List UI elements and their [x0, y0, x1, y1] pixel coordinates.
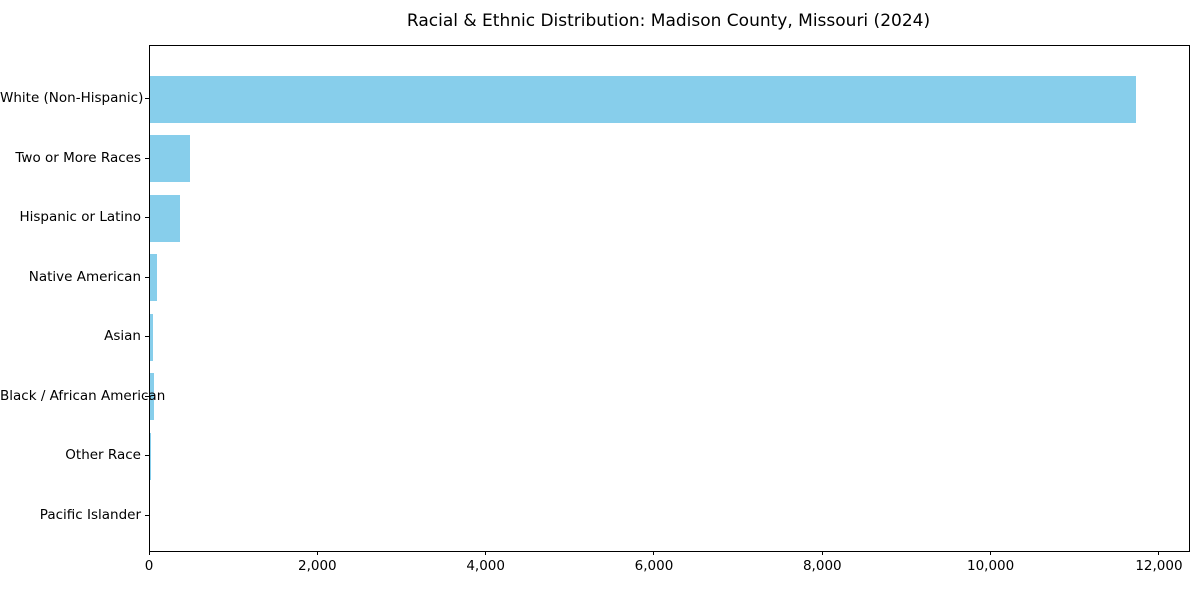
- chart-title: Racial & Ethnic Distribution: Madison Co…: [406, 11, 931, 31]
- x-tick-label: 0: [144, 558, 154, 574]
- y-tick-label: Asian: [104, 328, 141, 344]
- y-tick-mark: [145, 395, 149, 397]
- x-tick-label: 6,000: [634, 558, 674, 574]
- y-tick-mark: [145, 455, 149, 456]
- bar: [150, 254, 157, 301]
- x-tick-label: 12,000: [1135, 558, 1183, 574]
- bar: [150, 194, 180, 242]
- x-tick-label: 10,000: [967, 558, 1015, 574]
- y-tick-mark: [145, 336, 149, 337]
- bar: [150, 135, 190, 182]
- x-tick-mark: [653, 551, 655, 555]
- y-tick-label: Pacific Islander: [39, 506, 141, 523]
- x-tick-label: 8,000: [802, 558, 842, 574]
- x-tick-mark: [990, 551, 992, 555]
- y-tick-label: Other Race: [65, 447, 141, 463]
- x-tick-mark: [148, 551, 150, 555]
- plot-area: [149, 45, 1190, 552]
- y-tick-label: Native American: [28, 268, 141, 285]
- bar: [150, 373, 154, 420]
- y-tick-mark: [145, 217, 149, 218]
- y-tick-label: Black / African American: [0, 387, 166, 404]
- x-tick-mark: [821, 551, 823, 555]
- y-tick-mark: [145, 157, 149, 159]
- x-tick-label: 2,000: [297, 558, 337, 574]
- x-tick-label: 4,000: [466, 558, 505, 574]
- y-tick-mark: [145, 276, 149, 278]
- y-tick-label: White (Non-Hispanic): [0, 90, 144, 106]
- y-tick-label: Hispanic or Latino: [19, 209, 141, 225]
- x-tick-mark: [316, 551, 318, 555]
- bar: [150, 313, 153, 361]
- bar: [150, 432, 151, 480]
- y-tick-mark: [145, 514, 149, 516]
- y-tick-mark: [145, 98, 149, 99]
- bar: [150, 75, 1137, 123]
- x-tick-mark: [1158, 551, 1160, 555]
- x-tick-mark: [485, 551, 487, 555]
- y-tick-label: Two or More Races: [15, 149, 141, 166]
